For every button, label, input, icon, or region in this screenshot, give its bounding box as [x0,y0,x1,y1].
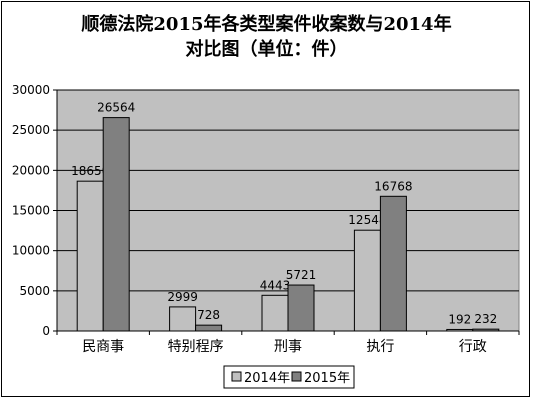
y-tick-label: 10000 [12,244,50,258]
data-label: 16768 [374,179,412,193]
y-tick-label: 25000 [12,123,50,137]
chart-title-line1: 顺德法院2015年各类型案件收案数与2014年 [81,14,452,35]
chart-title-line2: 对比图（单位：件） [185,39,348,60]
legend-swatch [291,371,302,382]
data-label: 4443 [260,278,291,292]
x-category-label: 执行 [366,339,394,355]
bar-2014年-民商事 [76,180,104,332]
x-category-label: 刑事 [274,339,302,355]
bar-2015年-刑事 [287,284,315,332]
x-category-label: 民商事 [82,339,124,355]
data-label: 18650 [71,164,109,178]
data-label: 5721 [286,268,317,282]
legend-swatch [231,371,242,382]
legend [223,365,355,389]
bar-2014年-特别程序 [169,306,197,332]
bar-2014年-刑事 [261,294,289,332]
bar-2014年-行政 [446,328,474,332]
bar-2014年-执行 [353,229,381,332]
bar-2015年-行政 [472,328,500,332]
data-label: 2999 [167,290,198,304]
data-label: 192 [448,312,471,326]
y-tick-label: 20000 [12,163,50,177]
x-category-label: 特别程序 [168,339,224,355]
legend-label: 2015年 [304,371,350,386]
y-tick-label: 0 [42,324,50,338]
bar-2015年-特别程序 [195,324,223,332]
y-tick-label: 15000 [12,204,50,218]
y-tick-label: 30000 [12,83,50,97]
data-label: 12548 [348,213,386,227]
x-category-label: 行政 [459,339,487,355]
data-label: 728 [197,308,220,322]
data-label: 26564 [97,101,135,115]
data-label: 232 [474,312,497,326]
y-tick-label: 5000 [19,284,50,298]
bar-2015年-执行 [379,195,407,332]
legend-label: 2014年 [244,371,290,386]
bar-2015年-民商事 [102,117,130,332]
